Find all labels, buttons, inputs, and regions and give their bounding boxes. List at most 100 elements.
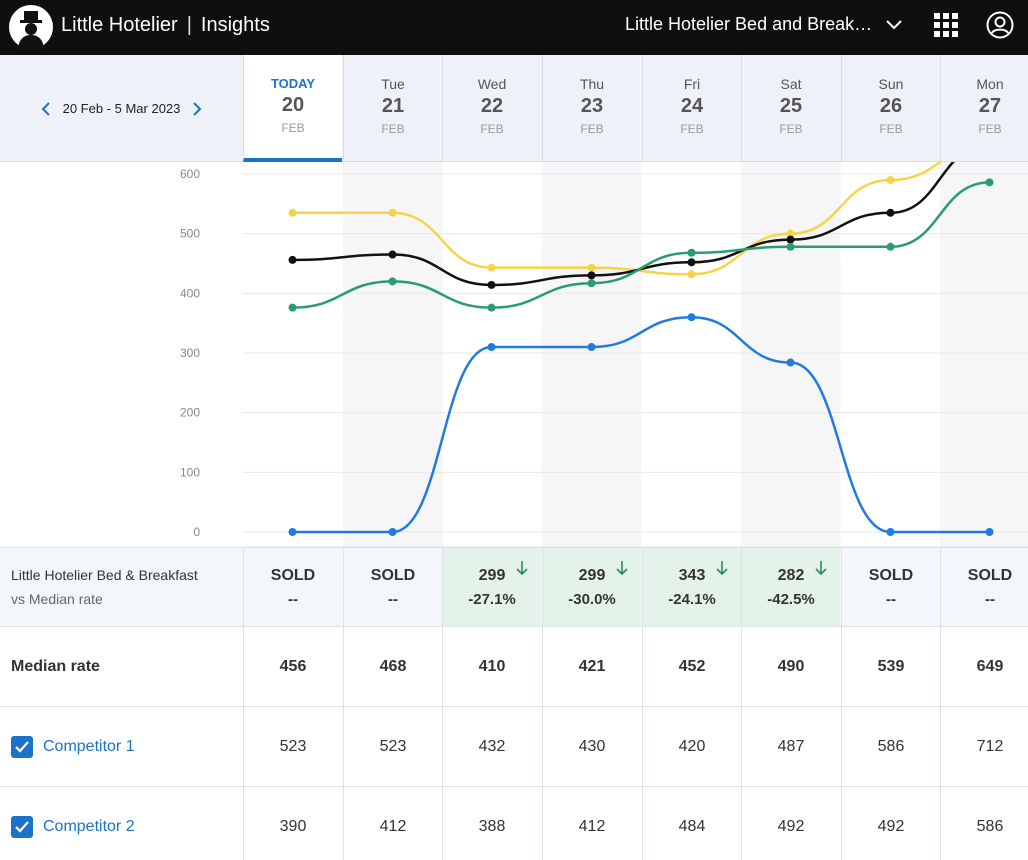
series-point[interactable]	[388, 528, 397, 536]
user-account-icon[interactable]	[986, 11, 1014, 39]
day-number: 20	[281, 94, 305, 116]
competitor-rate-cell: 412	[542, 787, 641, 860]
series-point[interactable]	[687, 258, 696, 267]
series-point[interactable]	[288, 303, 297, 312]
competitor-name[interactable]: Competitor 2	[43, 817, 135, 835]
day-of-week: Tue	[381, 76, 405, 92]
series-point[interactable]	[587, 279, 596, 288]
competitor-name[interactable]: Competitor 1	[43, 737, 135, 755]
series-point[interactable]	[886, 528, 895, 536]
median-rate-cell: 421	[542, 627, 641, 706]
day-column[interactable]: Mon 27 FEB	[940, 55, 1028, 162]
series-point[interactable]	[388, 277, 397, 286]
day-column[interactable]: TODAY 20 FEB	[243, 55, 342, 162]
y-tick-label: 600	[180, 167, 200, 181]
y-tick-label: 400	[180, 286, 200, 300]
arrow-down-icon	[516, 561, 528, 576]
own-rate-value: SOLD	[967, 566, 1013, 584]
day-of-week: Wed	[477, 76, 507, 92]
competitor-checkbox[interactable]	[11, 815, 33, 838]
series-point[interactable]	[388, 208, 397, 217]
chevron-right-icon[interactable]	[190, 101, 204, 116]
series-point[interactable]	[288, 528, 297, 536]
series-point[interactable]	[985, 178, 994, 187]
own-rate-cell: SOLD --	[343, 548, 442, 626]
own-rate-cell: 299 -27.1%	[442, 548, 541, 626]
day-number: 23	[580, 95, 604, 117]
own-rate-value: SOLD	[370, 566, 416, 584]
series-point[interactable]	[886, 175, 895, 184]
day-of-week: TODAY	[270, 76, 316, 91]
own-rate-value: 282	[777, 566, 805, 584]
own-property-name: Little Hotelier Bed & Breakfast	[11, 567, 198, 583]
series-point[interactable]	[786, 242, 795, 251]
chevron-left-icon[interactable]	[39, 101, 53, 116]
series-point[interactable]	[487, 263, 496, 272]
series-point[interactable]	[587, 263, 596, 272]
competitor-rate-cell: 492	[741, 787, 840, 860]
day-column[interactable]: Wed 22 FEB	[442, 55, 541, 162]
series-point[interactable]	[687, 248, 696, 257]
competitor-rate-cell: 484	[642, 787, 741, 860]
series-point[interactable]	[985, 528, 994, 536]
series-point[interactable]	[487, 303, 496, 312]
series-point[interactable]	[587, 271, 596, 280]
date-header: 20 Feb - 5 Mar 2023 TODAY 20 FEB Tue 21 …	[0, 55, 1028, 162]
brand-separator: |	[186, 14, 192, 36]
own-rate-cell: 299 -30.0%	[542, 548, 641, 626]
day-number: 27	[978, 95, 1002, 117]
chart-column-shade	[542, 162, 642, 547]
series-point[interactable]	[388, 250, 397, 259]
arrow-down-icon	[616, 561, 628, 576]
day-column[interactable]: Sun 26 FEB	[841, 55, 940, 162]
y-tick-label: 500	[180, 227, 200, 241]
series-point[interactable]	[886, 208, 895, 217]
own-rate-value: 299	[578, 566, 606, 584]
competitor-rate-cell: 432	[442, 707, 541, 786]
check-icon	[15, 740, 29, 753]
own-rate-cell: SOLD --	[243, 548, 342, 626]
series-point[interactable]	[288, 255, 297, 264]
competitor-row: Competitor 2 390 412 388 412 484 492 492 586	[0, 786, 1028, 860]
median-rate-cell: 410	[442, 627, 541, 706]
rate-line-chart: 600 500 400 300 200 100 0	[180, 162, 1028, 547]
median-rate-cell: 452	[642, 627, 741, 706]
little-hotelier-logo-icon[interactable]	[9, 5, 53, 49]
competitor-rate-cell: 390	[243, 787, 342, 860]
day-column[interactable]: Thu 23 FEB	[542, 55, 641, 162]
top-bar: Little Hotelier | Insights Little Hotelier…	[0, 0, 1028, 55]
apps-grid-icon[interactable]	[934, 13, 958, 37]
own-rate-diff: --	[288, 590, 298, 608]
own-rate-value: 299	[478, 566, 506, 584]
series-point[interactable]	[786, 358, 795, 367]
series-point[interactable]	[288, 208, 297, 217]
series-point[interactable]	[487, 280, 496, 289]
competitor-rate-cell: 487	[741, 707, 840, 786]
day-column[interactable]: Tue 21 FEB	[343, 55, 442, 162]
own-rate-diff: -30.0%	[568, 590, 616, 608]
series-point[interactable]	[886, 242, 895, 251]
series-point[interactable]	[687, 270, 696, 279]
day-column[interactable]: Fri 24 FEB	[642, 55, 741, 162]
series-point[interactable]	[687, 313, 696, 322]
property-name: Little Hotelier Bed and Break…	[625, 14, 873, 34]
arrow-down-icon	[716, 561, 728, 576]
brand-name: Little Hotelier	[61, 14, 178, 36]
series-point[interactable]	[786, 235, 795, 244]
y-tick-label: 300	[180, 346, 200, 360]
own-rate-cell: 282 -42.5%	[741, 548, 840, 626]
competitor-rate-cell: 586	[841, 707, 940, 786]
day-column[interactable]: Sat 25 FEB	[741, 55, 840, 162]
chart-column-shade	[343, 162, 443, 547]
series-point[interactable]	[786, 229, 795, 238]
property-switcher[interactable]: Little Hotelier Bed and Break…	[625, 14, 904, 35]
competitor-rate-cell: 586	[940, 787, 1028, 860]
arrow-down-icon	[815, 561, 827, 576]
day-number: 25	[779, 95, 803, 117]
series-point[interactable]	[587, 343, 596, 352]
series-point[interactable]	[487, 343, 496, 352]
own-property-sublabel: vs Median rate	[11, 591, 103, 607]
own-rate-diff: --	[388, 590, 398, 608]
own-property-row: Little Hotelier Bed & Breakfast vs Media…	[0, 547, 1028, 626]
competitor-checkbox[interactable]	[11, 735, 33, 758]
